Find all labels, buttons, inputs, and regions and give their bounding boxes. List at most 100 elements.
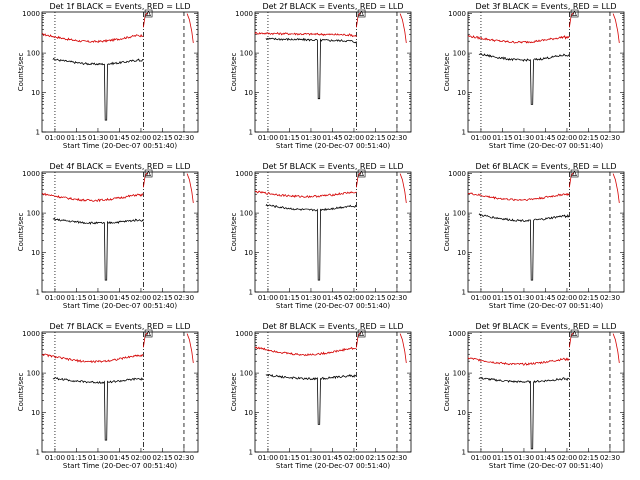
x-tick-label: 01:30 bbox=[514, 134, 534, 142]
x-axis-label: Start Time (20-Dec-07 00:51:40) bbox=[276, 302, 390, 310]
plot-frame bbox=[467, 331, 625, 453]
y-tick-label: 1 bbox=[36, 129, 40, 137]
flare-decay-line bbox=[612, 13, 620, 44]
series-line-lld bbox=[254, 31, 357, 38]
y-tick-label: 10 bbox=[244, 89, 253, 97]
x-tick-label: 02:00 bbox=[557, 294, 577, 302]
plot-frame bbox=[254, 171, 412, 293]
annotation-marker: Δ bbox=[146, 170, 151, 178]
y-tick-label: 1 bbox=[462, 449, 466, 457]
plot-frame bbox=[41, 11, 199, 133]
x-tick-label: 02:00 bbox=[344, 454, 364, 462]
flare-decay-line bbox=[186, 333, 194, 364]
y-tick-label: 10 bbox=[31, 409, 40, 417]
x-tick-label: 01:30 bbox=[301, 134, 321, 142]
y-tick-label: 1 bbox=[36, 289, 40, 297]
series-line-events bbox=[52, 217, 144, 281]
annotation-marker: Δ bbox=[146, 10, 151, 18]
chart-svg: Det 8f BLACK = Events, RED = LLD 1 10 100 10… bbox=[230, 322, 412, 470]
y-tick-label: 1 bbox=[249, 449, 253, 457]
annotation-marker: Δ bbox=[572, 170, 577, 178]
y-tick-label: 1 bbox=[36, 449, 40, 457]
x-tick-label: 02:30 bbox=[174, 294, 194, 302]
y-tick-label: 100 bbox=[27, 210, 40, 218]
flare-rise-line bbox=[143, 172, 149, 188]
y-axis-label: Counts/sec bbox=[17, 373, 25, 412]
y-tick-label: 1 bbox=[249, 289, 253, 297]
x-axis-label: Start Time (20-Dec-07 00:51:40) bbox=[489, 462, 603, 470]
series-line-lld bbox=[41, 33, 144, 44]
flare-rise-line bbox=[569, 12, 575, 28]
panel-title: Det 1f BLACK = Events, RED = LLD bbox=[49, 2, 190, 11]
series-line-events bbox=[478, 213, 570, 281]
series-line-lld bbox=[467, 192, 570, 202]
y-axis-label: Counts/sec bbox=[230, 53, 238, 92]
annotation-box bbox=[570, 9, 579, 18]
y-tick-label: 1 bbox=[462, 289, 466, 297]
x-axis-label: Start Time (20-Dec-07 00:51:40) bbox=[63, 302, 177, 310]
x-tick-label: 02:15 bbox=[152, 454, 172, 462]
panel-title: Det 2f BLACK = Events, RED = LLD bbox=[262, 2, 403, 11]
x-tick-label: 02:15 bbox=[365, 454, 385, 462]
x-tick-label: 01:45 bbox=[109, 134, 129, 142]
annotation-marker: Δ bbox=[359, 10, 364, 18]
annotation-marker: Δ bbox=[146, 330, 151, 338]
panel-det-3: Det 3f BLACK = Events, RED = LLD 1 10 100 10… bbox=[426, 0, 639, 160]
panel-det-8: Det 8f BLACK = Events, RED = LLD 1 10 100 10… bbox=[213, 320, 426, 480]
chart-svg: Det 6f BLACK = Events, RED = LLD 1 10 100 10… bbox=[443, 162, 625, 310]
x-tick-label: 02:00 bbox=[557, 454, 577, 462]
x-axis-label: Start Time (20-Dec-07 00:51:40) bbox=[276, 142, 390, 150]
panel-title: Det 6f BLACK = Events, RED = LLD bbox=[475, 162, 616, 171]
x-axis-label: Start Time (20-Dec-07 00:51:40) bbox=[489, 302, 603, 310]
annotation-box bbox=[357, 169, 366, 178]
y-tick-label: 1 bbox=[249, 129, 253, 137]
annotation-box bbox=[570, 329, 579, 338]
x-axis-label: Start Time (20-Dec-07 00:51:40) bbox=[63, 142, 177, 150]
x-tick-label: 02:30 bbox=[600, 454, 620, 462]
y-tick-label: 1000 bbox=[235, 330, 253, 338]
x-tick-label: 01:00 bbox=[258, 294, 278, 302]
flare-rise-line bbox=[356, 12, 362, 28]
flare-decay-line bbox=[399, 173, 407, 204]
y-tick-label: 1 bbox=[462, 129, 466, 137]
x-tick-label: 01:30 bbox=[88, 454, 108, 462]
y-tick-label: 10 bbox=[457, 409, 466, 417]
y-tick-label: 100 bbox=[27, 370, 40, 378]
flare-decay-line bbox=[186, 173, 194, 204]
panel-title: Det 4f BLACK = Events, RED = LLD bbox=[49, 162, 190, 171]
flare-rise-line bbox=[569, 332, 575, 348]
panel-det-6: Det 6f BLACK = Events, RED = LLD 1 10 100 10… bbox=[426, 160, 639, 320]
flare-rise-line bbox=[356, 332, 362, 348]
x-tick-label: 02:00 bbox=[131, 134, 151, 142]
annotation-box bbox=[144, 169, 153, 178]
series-line-lld bbox=[42, 192, 144, 203]
panel-det-1: Det 1f BLACK = Events, RED = LLD 1 10 100 10… bbox=[0, 0, 213, 160]
annotation-marker: Δ bbox=[359, 170, 364, 178]
x-tick-label: 01:00 bbox=[45, 134, 65, 142]
chart-svg: Det 4f BLACK = Events, RED = LLD 1 10 100 10… bbox=[17, 162, 199, 310]
x-tick-label: 01:30 bbox=[301, 294, 321, 302]
y-tick-label: 100 bbox=[240, 210, 253, 218]
series-line-lld bbox=[467, 357, 570, 366]
panel-title: Det 5f BLACK = Events, RED = LLD bbox=[262, 162, 403, 171]
series-line-lld bbox=[254, 346, 357, 357]
y-tick-label: 100 bbox=[453, 210, 466, 218]
plot-frame bbox=[41, 331, 199, 453]
x-tick-label: 02:00 bbox=[344, 134, 364, 142]
x-tick-label: 01:45 bbox=[535, 454, 555, 462]
annotation-box bbox=[144, 329, 153, 338]
flare-rise-line bbox=[569, 172, 575, 188]
flare-decay-line bbox=[399, 13, 407, 44]
y-tick-label: 1000 bbox=[22, 10, 40, 18]
plot-frame bbox=[41, 171, 199, 293]
x-axis-label: Start Time (20-Dec-07 00:51:40) bbox=[63, 462, 177, 470]
y-tick-label: 1000 bbox=[448, 10, 466, 18]
annotation-box bbox=[570, 169, 579, 178]
y-tick-label: 1000 bbox=[235, 10, 253, 18]
x-tick-label: 02:30 bbox=[387, 454, 407, 462]
x-tick-label: 01:00 bbox=[45, 294, 65, 302]
x-tick-label: 01:00 bbox=[471, 134, 491, 142]
y-axis-label: Counts/sec bbox=[230, 373, 238, 412]
y-tick-label: 100 bbox=[240, 50, 253, 58]
flare-decay-line bbox=[399, 333, 407, 364]
